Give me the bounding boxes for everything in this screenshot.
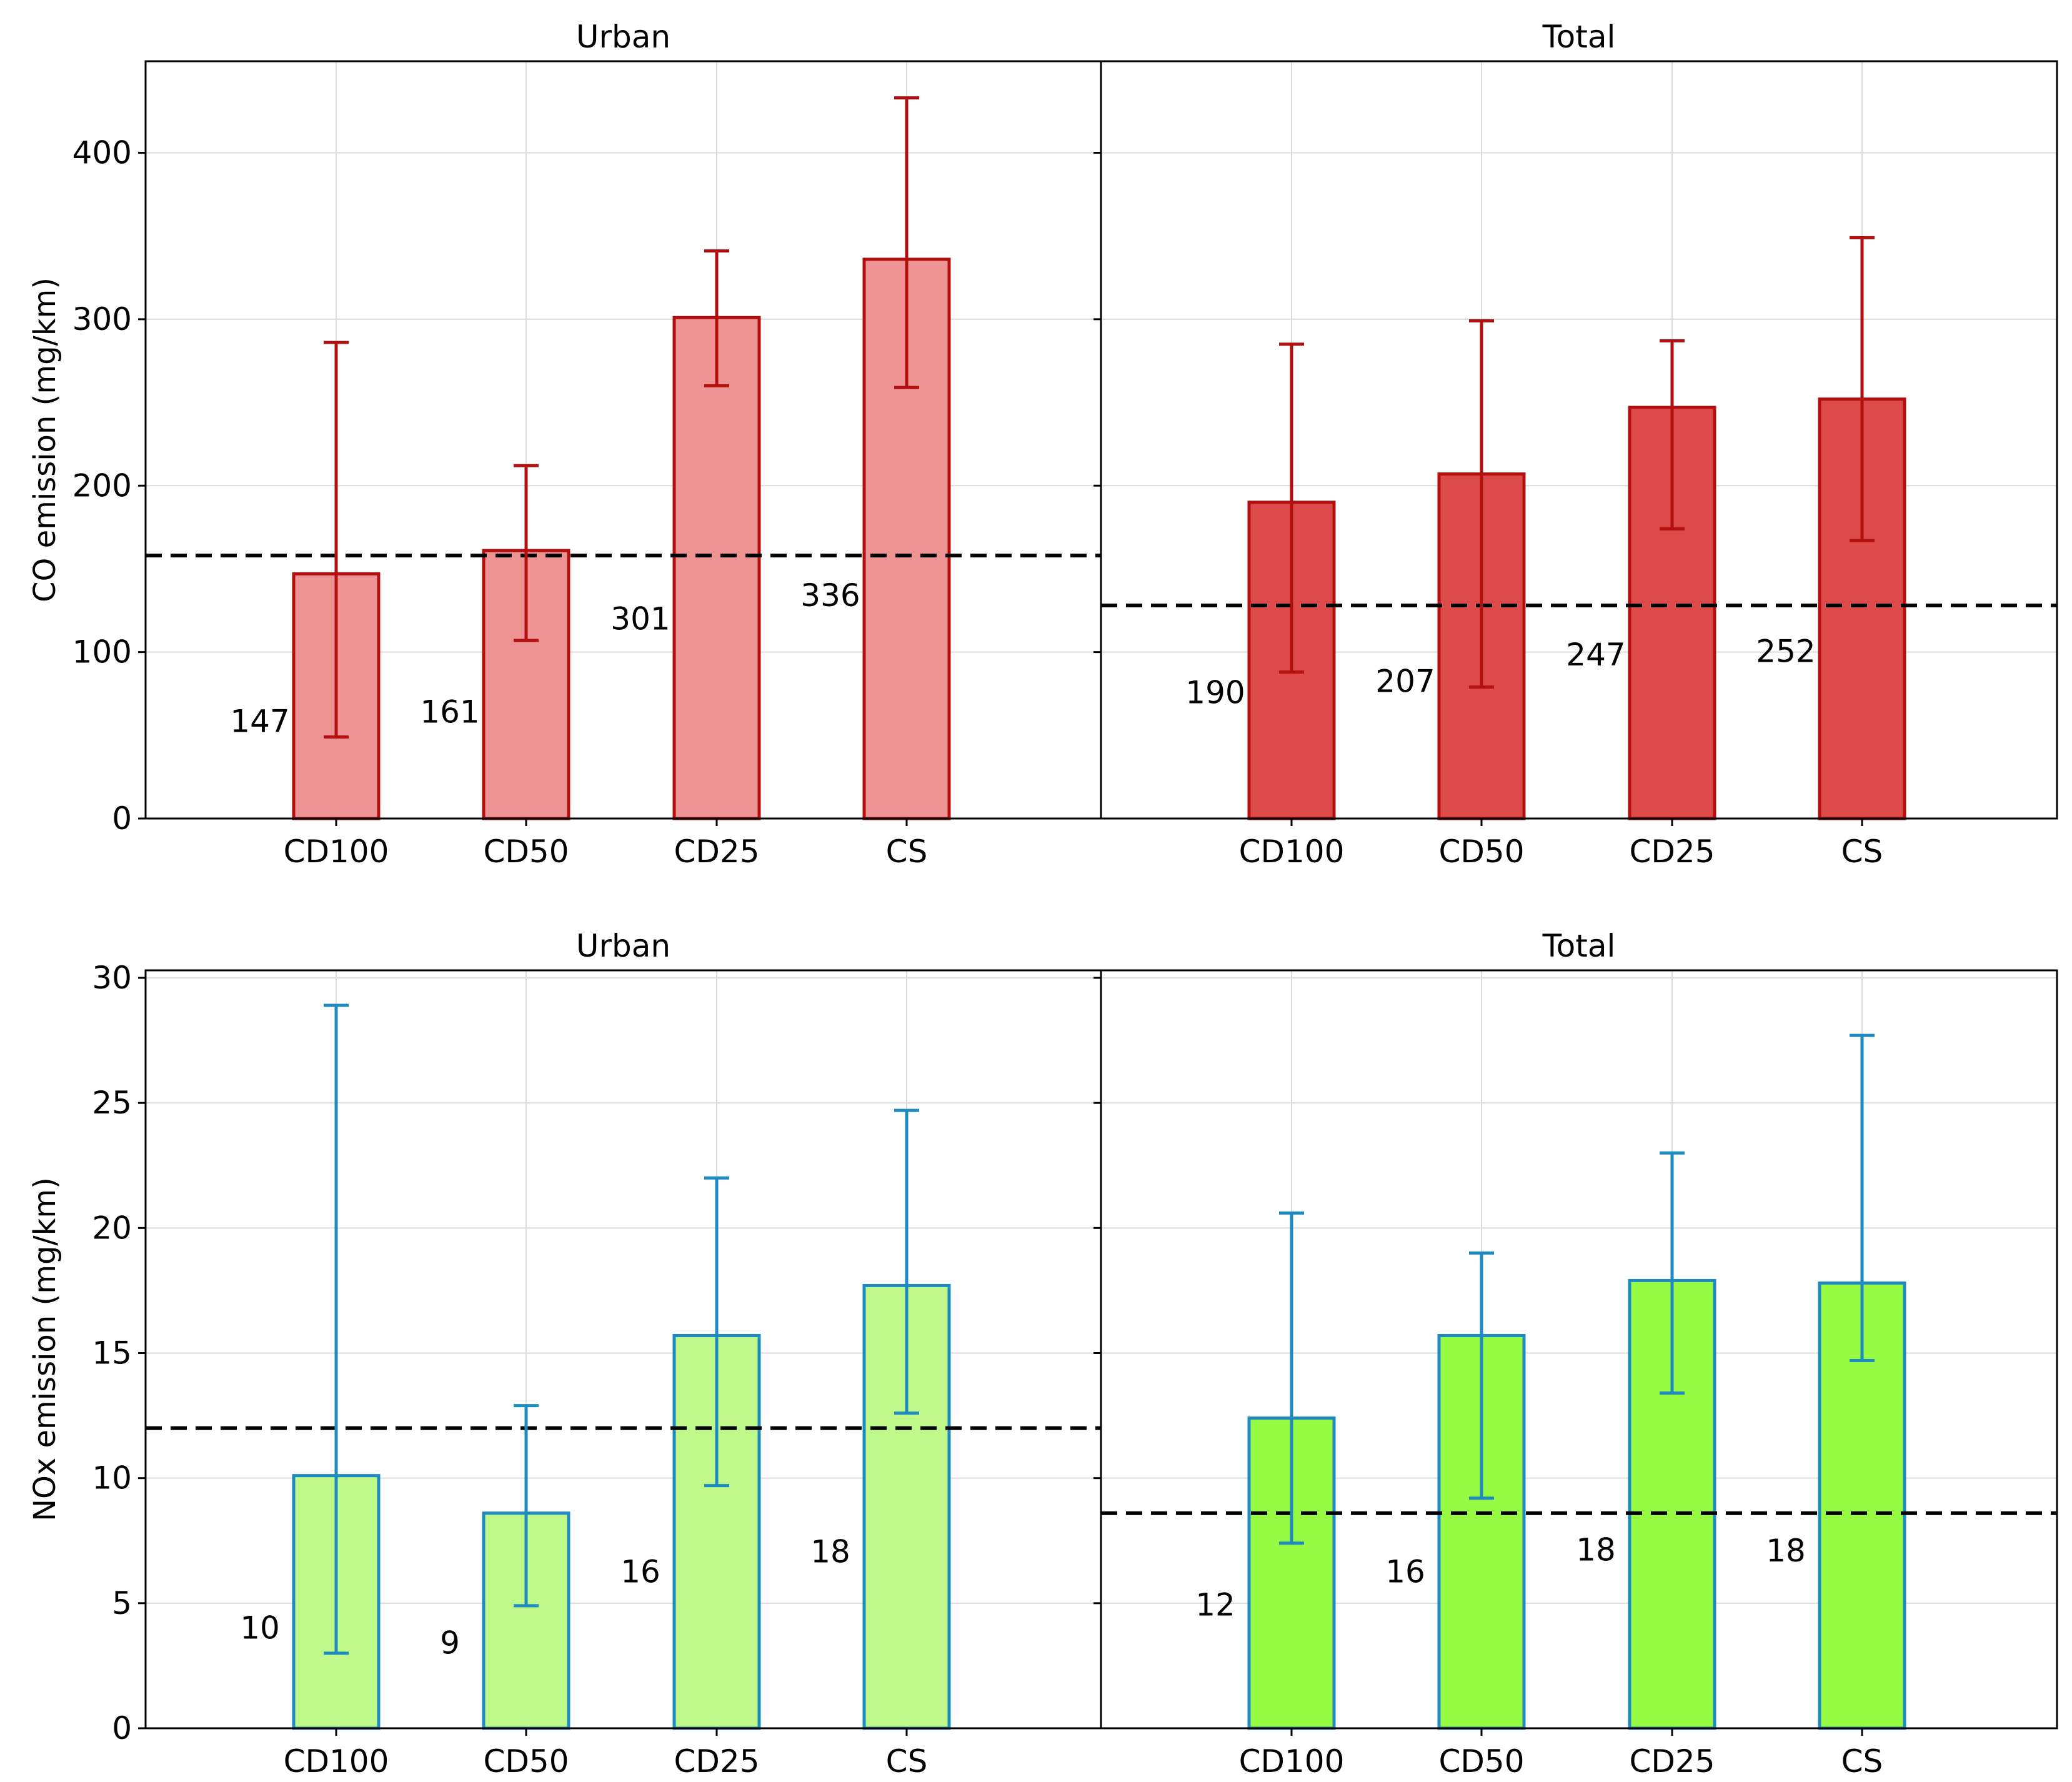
row-0-panel-0-value-label-CD25: 301 [610,600,670,637]
row-1-panel-0-frame [144,969,1102,1730]
bars [292,257,1906,1730]
row-1-ytick-3: 15 [92,1335,132,1371]
row-1-panel-1-value-label-CS: 18 [1766,1533,1806,1569]
row-0-ylabel: CO emission (mg/km) [27,277,62,602]
row-1-ytick-6: 30 [92,960,132,996]
row-0-panel-1-value-label-CD50: 207 [1375,663,1435,699]
row-1-ytick-1: 5 [112,1585,132,1621]
panel-frames [138,60,2058,1736]
row-1-panel-1-frame [1100,969,2058,1730]
row-0-panel-1-xtick-CD50: CD50 [1438,834,1524,870]
row-1-ytick-4: 20 [92,1210,132,1246]
error-bars [324,96,1875,1655]
row-1-panel-1-value-label-CD50: 16 [1385,1554,1425,1590]
row-0-panel-1-xtick-CD25: CD25 [1629,834,1715,870]
row-0-panel-0-value-label-CD50: 161 [420,694,479,730]
row-0-panel-0-value-label-CS: 336 [800,577,860,614]
chart-text: CO emission (mg/km)0100200300400Urban147… [27,19,1883,1780]
row-1-panel-0-xtick-CS: CS [886,1743,928,1780]
row-1-panel-1-xtick-CD100: CD100 [1239,1743,1345,1780]
row-1-panel-1-xtick-CD25: CD25 [1629,1743,1715,1780]
row-1-panel-0-xtick-CD25: CD25 [674,1743,759,1780]
row-0-panel-0-title: Urban [576,19,670,55]
row-1-panel-1-title: Total [1542,928,1616,964]
row-0-panel-0-xtick-CD25: CD25 [674,834,759,870]
row-0-panel-0-bar-CD25 [672,316,761,820]
row-0-panel-1-bar-CS [1818,397,1906,820]
row-1-panel-0-value-label-CD100: 10 [240,1610,280,1646]
row-0-panel-1-title: Total [1542,19,1616,55]
row-1-panel-0-value-label-CD25: 16 [620,1554,660,1590]
row-0-panel-1-value-label-CD25: 247 [1566,637,1625,673]
row-0-panel-1-value-label-CS: 252 [1756,633,1815,669]
row-1-ytick-2: 10 [92,1460,132,1496]
row-1-ytick-0: 0 [112,1710,132,1746]
row-1-panel-0-value-label-CD50: 9 [440,1625,460,1661]
row-1-panel-1-bar-CD25 [1628,1278,1716,1730]
row-1-ytick-5: 25 [92,1085,132,1121]
row-1-panel-1-xtick-CD50: CD50 [1438,1743,1524,1780]
row-0-ytick-0: 0 [112,800,132,837]
row-1-ylabel: NOx emission (mg/km) [27,1177,62,1521]
row-1-panel-0-xtick-CD100: CD100 [284,1743,389,1780]
row-0-panel-1-xtick-CD100: CD100 [1239,834,1345,870]
reference-lines [146,554,2057,1515]
row-0-panel-0-xtick-CD50: CD50 [483,834,569,870]
row-1-panel-1-value-label-CD25: 18 [1576,1531,1616,1568]
row-1-panel-0-value-label-CS: 18 [810,1534,850,1570]
row-1-panel-0-xtick-CD50: CD50 [483,1743,569,1780]
row-0-panel-1-frame [1100,60,2058,820]
row-0-panel-0-xtick-CS: CS [886,834,928,870]
row-1-panel-1-value-label-CD100: 12 [1195,1586,1235,1623]
row-0-ytick-2: 200 [72,467,132,504]
row-0-panel-0-xtick-CD100: CD100 [284,834,389,870]
row-0-ytick-3: 300 [72,301,132,337]
row-0-panel-1-value-label-CD100: 190 [1185,675,1245,711]
row-0-ytick-4: 400 [72,135,132,171]
row-0-panel-1-xtick-CS: CS [1841,834,1883,870]
row-0-panel-0-value-label-CD100: 147 [230,703,289,739]
row-1-panel-0-title: Urban [576,928,670,964]
row-1-panel-1-xtick-CS: CS [1841,1743,1883,1780]
row-0-ytick-1: 100 [72,634,132,670]
